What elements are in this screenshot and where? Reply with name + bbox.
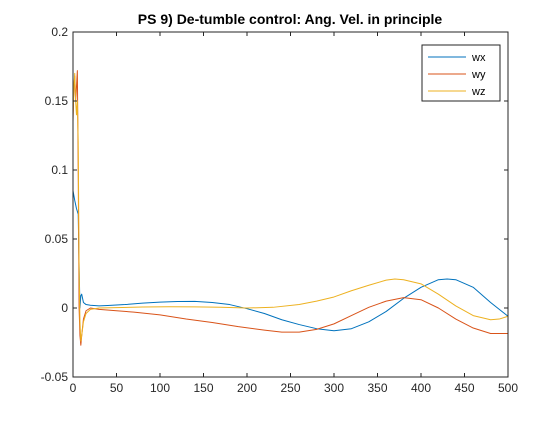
x-tick-label: 250 — [280, 381, 300, 395]
x-tick-label: 200 — [237, 381, 257, 395]
y-tick-label: 0.2 — [51, 25, 68, 39]
x-tick-label: 450 — [454, 381, 474, 395]
legend-label-wz: wz — [471, 86, 485, 98]
series-layer — [72, 70, 509, 346]
legend-label-wx: wx — [471, 52, 486, 64]
x-tick-label: 100 — [150, 381, 170, 395]
x-tick-label: 400 — [411, 381, 431, 395]
legend-box — [421, 44, 501, 102]
axes-layer: 0 50 100 150 200 250 300 350 400 450 500-0.0500.05… — [41, 25, 519, 395]
x-tick-label: 350 — [367, 381, 387, 395]
series-line-wz — [72, 72, 509, 342]
y-tick-label: -0.05 — [41, 370, 69, 384]
y-tick-label: 0.15 — [45, 94, 69, 108]
x-tick-label: 0 — [70, 381, 77, 395]
y-tick-label: 0.05 — [45, 232, 69, 246]
y-tick-label: 0 — [61, 301, 68, 315]
x-tick-label: 500 — [498, 381, 518, 395]
legend: wx wy wz — [421, 44, 501, 102]
x-tick-label: 300 — [324, 381, 344, 395]
chart-title: PS 9) De-tumble control: Ang. Vel. in pr… — [138, 11, 443, 27]
legend-label-wy: wy — [471, 69, 486, 81]
x-tick-label: 50 — [110, 381, 124, 395]
series-line-wx — [72, 190, 509, 332]
x-tick-label: 150 — [193, 381, 213, 395]
y-tick-label: 0.1 — [51, 163, 68, 177]
